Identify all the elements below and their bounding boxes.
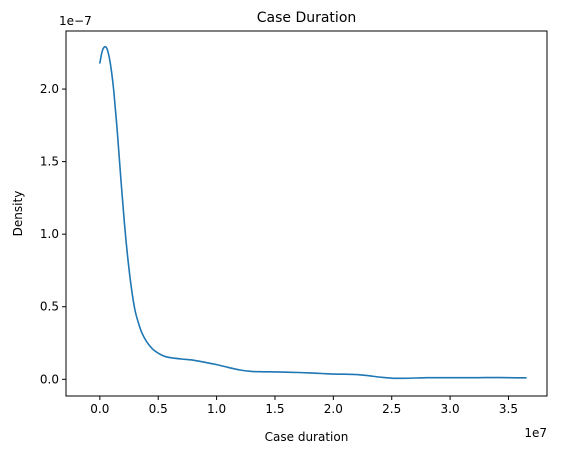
x-axis-offset-label: 1e7 (524, 426, 547, 440)
plot-area (66, 31, 547, 396)
x-axis-ticks: 0.0 0.5 1.0 1.5 2.0 2.5 3.0 3.5 (90, 396, 518, 416)
y-axis-ticks: 0.0 0.5 1.0 1.5 2.0 (40, 82, 66, 386)
x-tick-label: 3.0 (441, 402, 460, 416)
x-tick-label: 1.5 (265, 402, 284, 416)
y-tick-label: 2.0 (40, 82, 59, 96)
y-tick-label: 1.0 (40, 227, 59, 241)
y-axis-label: Density (11, 191, 25, 237)
x-tick-label: 2.0 (324, 402, 343, 416)
x-tick-label: 1.0 (207, 402, 226, 416)
plot-frame (65, 30, 548, 397)
density-series-line (99, 45, 527, 380)
y-tick-label: 0.5 (40, 300, 59, 314)
series-layer (99, 45, 527, 380)
y-tick-label: 0.0 (40, 372, 59, 386)
y-tick-label: 1.5 (40, 155, 59, 169)
chart-title: Case Duration (257, 10, 357, 26)
y-axis-offset-label: 1e−7 (59, 14, 92, 28)
x-axis-label: Case duration (265, 430, 349, 444)
x-tick-label: 0.5 (149, 402, 168, 416)
x-tick-label: 2.5 (382, 402, 401, 416)
x-tick-label: 3.5 (499, 402, 518, 416)
x-tick-label: 0.0 (90, 402, 109, 416)
